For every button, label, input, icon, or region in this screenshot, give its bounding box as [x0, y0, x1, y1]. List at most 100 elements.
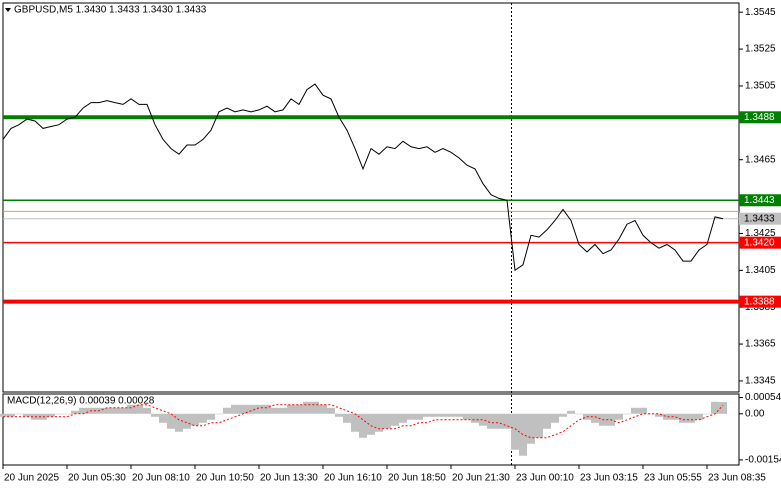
- x-tick-label: 20 Jun 18:50: [388, 473, 446, 484]
- macd-signal-line: [3, 404, 724, 439]
- macd-bar: [247, 404, 255, 414]
- macd-bar: [711, 401, 719, 414]
- header-icon: [5, 8, 11, 12]
- x-tick-label: 20 Jun 05:30: [68, 473, 126, 484]
- macd-bar: [655, 413, 663, 417]
- macd-bar: [575, 413, 583, 415]
- macd-bar: [23, 413, 31, 417]
- x-tick-label: 23 Jun 00:10: [516, 473, 574, 484]
- macd-bar: [663, 413, 671, 420]
- y-tick-label: 1.3465: [745, 154, 776, 165]
- x-tick-label: 20 Jun 2025: [4, 473, 59, 484]
- macd-y-tick-label: -0.00154: [745, 455, 781, 466]
- level-label-box: [739, 295, 781, 308]
- macd-bar: [271, 407, 279, 414]
- macd-bar: [55, 413, 63, 415]
- macd-bar: [63, 413, 71, 415]
- level-label: 1.3388: [744, 296, 775, 307]
- macd-bar: [295, 404, 303, 414]
- macd-bar: [183, 413, 191, 429]
- x-tick-label: 20 Jun 21:30: [452, 473, 510, 484]
- macd-bar: [415, 413, 423, 420]
- macd-bar: [375, 413, 383, 432]
- macd-bar: [463, 413, 471, 420]
- macd-bar: [503, 413, 511, 429]
- macd-bar: [519, 413, 527, 456]
- y-tick-label: 1.3365: [745, 339, 776, 350]
- level-label-box: [739, 111, 781, 124]
- macd-bar: [447, 413, 455, 417]
- macd-bar: [351, 413, 359, 432]
- y-tick-label: 1.3505: [745, 81, 776, 92]
- macd-bar: [679, 413, 687, 423]
- macd-bar: [535, 413, 543, 438]
- macd-bar: [639, 407, 647, 414]
- macd-bar: [71, 410, 79, 414]
- macd-bar: [287, 404, 295, 414]
- macd-bar: [495, 413, 503, 429]
- macd-bar: [359, 413, 367, 438]
- macd-bar: [695, 413, 703, 420]
- macd-bar: [551, 413, 559, 423]
- x-tick-label: 23 Jun 08:35: [708, 473, 766, 484]
- current-price-label: 1.3433: [744, 213, 775, 224]
- macd-bar: [431, 413, 439, 417]
- macd-bar: [687, 413, 695, 423]
- x-tick-label: 23 Jun 03:15: [580, 473, 638, 484]
- macd-bar: [191, 413, 199, 426]
- macd-bar: [623, 413, 631, 415]
- macd-bar: [647, 413, 655, 415]
- macd-bar: [207, 413, 215, 420]
- macd-bar: [407, 413, 415, 420]
- macd-bar: [591, 413, 599, 423]
- macd-bar: [327, 407, 335, 414]
- macd-bar: [7, 413, 15, 417]
- macd-bar: [383, 413, 391, 429]
- macd-bar: [15, 413, 23, 415]
- level-label: 1.3488: [744, 112, 775, 123]
- macd-bar: [279, 407, 287, 414]
- macd-bar: [231, 404, 239, 414]
- macd-bar: [455, 413, 463, 417]
- macd-bar: [391, 413, 399, 426]
- macd-bar: [487, 413, 495, 429]
- x-tick-label: 20 Jun 16:10: [324, 473, 382, 484]
- x-tick-label: 23 Jun 05:55: [644, 473, 702, 484]
- macd-bar: [559, 413, 567, 417]
- macd-bar: [263, 404, 271, 414]
- macd-bar: [527, 413, 535, 444]
- macd-bar: [167, 413, 175, 429]
- macd-bar: [479, 413, 487, 426]
- level-label-box: [739, 236, 781, 249]
- macd-bar: [103, 407, 111, 414]
- macd-bar: [303, 401, 311, 414]
- macd-bar: [719, 402, 727, 414]
- macd-bar: [127, 404, 135, 414]
- macd-bar: [111, 407, 119, 414]
- macd-bar: [159, 413, 167, 423]
- x-tick-label: 20 Jun 08:10: [132, 473, 190, 484]
- macd-bar: [151, 413, 159, 417]
- macd-bar: [119, 407, 127, 414]
- macd-bar: [439, 413, 447, 417]
- macd-bar: [343, 413, 351, 423]
- y-tick-label: 1.3545: [745, 7, 776, 18]
- macd-bar: [239, 404, 247, 414]
- macd-bar: [79, 407, 87, 414]
- chart-header: GBPUSD,M5 1.3430 1.3433 1.3430 1.3433: [14, 5, 207, 16]
- indicator-label: MACD(12,26,9) 0.00039 0.00028: [7, 396, 155, 407]
- macd-bar: [175, 413, 183, 432]
- current-price-box: [739, 212, 781, 225]
- macd-bar: [143, 407, 151, 414]
- macd-bar: [631, 407, 639, 414]
- level-label-box: [739, 194, 781, 207]
- macd-bar: [703, 413, 711, 415]
- macd-bar: [255, 404, 263, 414]
- macd-bar: [223, 407, 231, 414]
- macd-bar: [47, 413, 55, 417]
- price-line: [2, 83, 724, 272]
- macd-bar: [615, 413, 623, 420]
- y-tick-label: 1.3405: [745, 265, 776, 276]
- macd-bar: [423, 413, 431, 417]
